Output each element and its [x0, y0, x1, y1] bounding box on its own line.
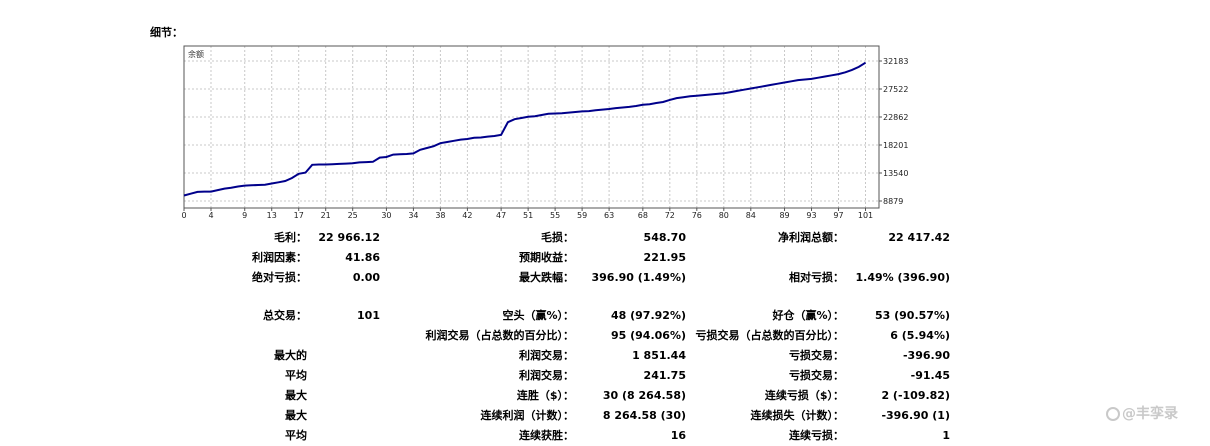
x-tick-label: 51 [523, 211, 533, 220]
x-tick-label: 80 [719, 211, 729, 220]
max-consec-losses-value: 2 (-109.82) [881, 389, 950, 402]
maximum-label: 最大 [285, 389, 307, 402]
total-trades-value: 101 [357, 309, 380, 322]
x-tick-label: 34 [408, 211, 418, 220]
long-positions-label: 好仓（赢%）： [772, 309, 844, 322]
x-tick-label: 47 [496, 211, 506, 220]
x-tick-label: 0 [181, 211, 186, 220]
x-axis: 0 4 9 13 17 21 25 30 34 38 42 47 51 55 59 63 68 72 76 80 84 8… [181, 208, 873, 220]
largest-profit-label: 利润交易： [519, 349, 574, 362]
average-loss-value: -91.45 [910, 369, 950, 382]
loss-trades-value: 6 (5.94%) [890, 329, 950, 342]
rel-drawdown-value: 1.49% (396.90) [855, 271, 951, 284]
avg-consec-wins-label: 连续获胜： [519, 429, 574, 442]
abs-drawdown-label: 绝对亏损： [252, 271, 307, 284]
x-tick-label: 89 [779, 211, 789, 220]
max-consec-losses-label: 连续亏损（$）： [764, 389, 844, 402]
x-tick-label: 9 [242, 211, 247, 220]
x-tick-label: 21 [321, 211, 331, 220]
largest-profit-value: 1 851.44 [632, 349, 686, 362]
x-tick-label: 97 [833, 211, 843, 220]
chart-grid [184, 46, 879, 208]
abs-drawdown-value: 0.00 [352, 271, 380, 284]
max-consec-wins-label: 连胜（$）： [516, 389, 574, 402]
max-consec-loss-label: 连续损失（计数）： [750, 409, 845, 422]
x-tick-label: 93 [806, 211, 816, 220]
largest-label: 最大的 [274, 349, 307, 362]
loss-trades-label: 亏损交易（占总数的百分比）： [695, 329, 845, 342]
chart-title: 余额 [188, 49, 204, 59]
balance-chart: 余额 0 4 9 13 17 21 25 30 34 38 42 47 51 55 59 63 68 72 76 80… [181, 45, 908, 220]
y-axis: 32183 27522 22862 18201 13540 8879 [879, 57, 908, 206]
x-tick-label: 55 [550, 211, 560, 220]
y-tick-label: 32183 [883, 57, 908, 66]
largest-loss-value: -396.90 [902, 349, 950, 362]
x-tick-label: 59 [577, 211, 587, 220]
x-tick-label: 42 [462, 211, 472, 220]
max-consec-wins-value: 30 (8 264.58) [602, 389, 686, 402]
x-tick-label: 30 [381, 211, 391, 220]
x-tick-label: 13 [267, 211, 277, 220]
profit-trades-value: 95 (94.06%) [610, 329, 686, 342]
y-tick-label: 18201 [883, 141, 908, 150]
average-loss-label: 亏损交易： [789, 369, 844, 382]
x-tick-label: 68 [638, 211, 648, 220]
largest-loss-label: 亏损交易： [789, 349, 844, 362]
max-consec-loss-value: -396.90 (1) [881, 409, 950, 422]
gross-profit-label: 毛利： [274, 231, 307, 244]
section-title: 细节： [150, 26, 183, 39]
x-tick-label: 38 [435, 211, 445, 220]
x-tick-label: 17 [294, 211, 304, 220]
total-trades-label: 总交易： [263, 309, 307, 322]
average-label: 平均 [285, 369, 307, 382]
profit-factor-value: 41.86 [345, 251, 380, 264]
profit-factor-label: 利润因素： [252, 251, 307, 264]
long-positions-value: 53 (90.57%) [874, 309, 950, 322]
expected-payoff-label: 预期收益： [519, 251, 574, 264]
max-drawdown-value: 396.90 (1.49%) [591, 271, 687, 284]
average-consec-label: 平均 [285, 429, 307, 442]
gross-profit-value: 22 966.12 [318, 231, 380, 244]
x-tick-label: 25 [348, 211, 358, 220]
y-tick-label: 13540 [883, 169, 908, 178]
average-profit-value: 241.75 [643, 369, 686, 382]
net-profit-value: 22 417.42 [888, 231, 950, 244]
short-positions-label: 空头（赢%）： [502, 309, 574, 322]
balance-line [183, 61, 867, 197]
avg-consec-wins-value: 16 [670, 429, 686, 442]
expected-payoff-value: 221.95 [643, 251, 686, 264]
profit-trades-label: 利润交易（占总数的百分比）： [425, 329, 575, 342]
avg-consec-losses-label: 连续亏损： [789, 429, 844, 442]
x-tick-label: 72 [665, 211, 675, 220]
rel-drawdown-label: 相对亏损： [789, 271, 844, 284]
max-consec-profit-label: 连续利润（计数）： [480, 409, 575, 422]
maximal-label: 最大 [285, 409, 307, 422]
max-drawdown-label: 最大跌幅： [519, 271, 574, 284]
avg-consec-losses-value: 1 [942, 429, 950, 442]
x-tick-label: 4 [208, 211, 213, 220]
max-consec-profit-value: 8 264.58 (30) [602, 409, 686, 422]
y-tick-label: 27522 [883, 85, 908, 94]
x-tick-label: 101 [858, 211, 873, 220]
watermark: @丰孪录 [1106, 403, 1178, 423]
x-tick-label: 63 [604, 211, 614, 220]
y-tick-label: 8879 [883, 197, 903, 206]
chart-frame [183, 45, 880, 209]
gross-loss-value: 548.70 [643, 231, 686, 244]
y-tick-label: 22862 [883, 113, 908, 122]
x-tick-label: 76 [692, 211, 702, 220]
net-profit-label: 净利润总额： [778, 231, 844, 244]
watermark-text: @丰孪录 [1122, 406, 1178, 422]
short-positions-value: 48 (97.92%) [610, 309, 686, 322]
x-tick-label: 84 [746, 211, 756, 220]
gross-loss-label: 毛损： [541, 231, 574, 244]
watermark-logo-icon [1106, 407, 1120, 421]
average-profit-label: 利润交易： [519, 369, 574, 382]
